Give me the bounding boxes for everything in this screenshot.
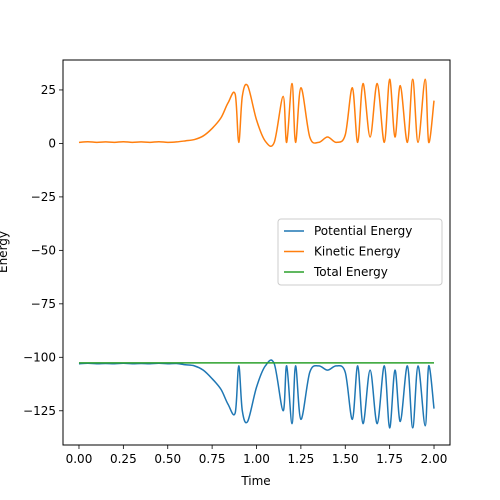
series-line-potential-energy (78, 359, 435, 429)
series-line-kinetic-energy (78, 78, 435, 148)
legend-label-kinetic-energy: Kinetic Energy (314, 245, 401, 259)
x-tick-label: 0.25 (110, 452, 137, 466)
y-tick-label: 25 (41, 83, 56, 97)
x-tick-label: 0.00 (66, 452, 93, 466)
y-tick-label: −25 (31, 190, 56, 204)
x-axis-ticks: 0.00 0.25 0.50 0.75 1.00 1.25 1.50 1.75 2.00 (66, 445, 448, 466)
y-tick-label: −100 (23, 350, 56, 364)
y-axis-ticks: 25 0 −25 −50 −75 −100 −125 (23, 83, 63, 418)
y-tick-label: 0 (48, 136, 56, 150)
y-axis-label: Energy (0, 231, 10, 273)
x-tick-label: 2.00 (421, 452, 448, 466)
plot-lines (78, 78, 435, 429)
x-tick-label: 1.25 (288, 452, 315, 466)
x-tick-label: 0.50 (154, 452, 181, 466)
legend-label-total-energy: Total Energy (313, 265, 388, 279)
x-tick-label: 1.00 (243, 452, 270, 466)
y-tick-label: −75 (31, 297, 56, 311)
legend-label-potential-energy: Potential Energy (314, 224, 412, 238)
x-axis-label: Time (240, 474, 270, 488)
x-tick-label: 1.50 (332, 452, 359, 466)
legend-box (277, 218, 443, 286)
y-tick-label: −50 (31, 243, 56, 257)
x-tick-label: 1.75 (376, 452, 403, 466)
legend: Potential Energy Kinetic Energy Total Ener… (277, 218, 443, 286)
x-tick-label: 0.75 (199, 452, 226, 466)
y-tick-label: −125 (23, 404, 56, 418)
